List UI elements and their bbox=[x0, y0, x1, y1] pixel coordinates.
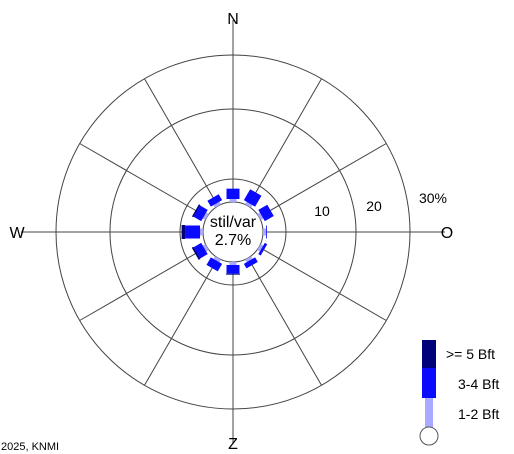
legend-swatch-5bft bbox=[422, 340, 436, 368]
sector-120 bbox=[257, 242, 268, 256]
bar-0-3-4-bft bbox=[226, 188, 240, 200]
bar-30-3-4-bft bbox=[243, 189, 262, 207]
sector-330 bbox=[207, 194, 223, 208]
bar-60-3-4-bft bbox=[258, 204, 274, 222]
ring-label-30: 30% bbox=[419, 190, 447, 206]
bar-120-1-2-bft bbox=[257, 243, 264, 252]
ring-label-10: 10 bbox=[314, 203, 330, 219]
bar-240--5-bft bbox=[191, 246, 201, 260]
bar-180-3-4-bft bbox=[226, 264, 240, 274]
direction-label-w: W bbox=[9, 225, 25, 242]
bar-0-1-2-bft bbox=[229, 199, 237, 202]
bar-180-1-2-bft bbox=[229, 262, 237, 265]
calm-value: 2.7% bbox=[215, 232, 251, 249]
bar-270--5-bft bbox=[181, 225, 186, 239]
bar-270-1-2-bft bbox=[200, 228, 203, 236]
bar-30-1-2-bft bbox=[244, 201, 253, 208]
bar-240-3-4-bft bbox=[193, 242, 208, 259]
sector-150 bbox=[243, 256, 258, 269]
bar-330-1-2-bft bbox=[213, 201, 222, 208]
bar-270-3-4-bft bbox=[185, 225, 201, 239]
credit-label: 2025, KNMI bbox=[1, 441, 59, 453]
direction-label-o: O bbox=[441, 225, 453, 242]
calm-label: stil/var bbox=[210, 214, 257, 231]
bar-300-3-4-bft bbox=[193, 205, 208, 222]
legend-swatch-3-4bft bbox=[422, 368, 436, 398]
ring-label-20: 20 bbox=[366, 198, 382, 214]
bar-120-3-4-bft bbox=[258, 242, 268, 256]
legend: >= 5 Bft 3-4 Bft 1-2 Bft bbox=[419, 340, 499, 446]
legend-label-1-2bft: 1-2 Bft bbox=[458, 406, 499, 422]
sector-300 bbox=[191, 204, 209, 222]
legend-calm-circle bbox=[419, 426, 439, 446]
direction-label-n: N bbox=[227, 11, 239, 28]
bar-150-1-2-bft bbox=[244, 256, 253, 263]
bar-150-3-4-bft bbox=[243, 257, 258, 269]
legend-label-3-4bft: 3-4 Bft bbox=[458, 376, 499, 392]
bar-240-1-2-bft bbox=[202, 243, 209, 252]
bar-300--5-bft bbox=[191, 204, 201, 218]
bar-90-1-2-bft bbox=[263, 228, 267, 236]
bar-90-3-4-bft bbox=[266, 225, 267, 239]
bar-300-1-2-bft bbox=[202, 212, 209, 221]
sector-180 bbox=[226, 262, 240, 275]
bar-180--5-bft bbox=[226, 273, 240, 275]
sector-240 bbox=[191, 242, 209, 260]
bar-330-3-4-bft bbox=[207, 194, 223, 207]
calm-center bbox=[204, 203, 262, 261]
sector-270 bbox=[181, 225, 203, 239]
sector-210 bbox=[206, 256, 223, 272]
legend-label-5bft: >= 5 Bft bbox=[446, 346, 495, 362]
bar-210-3-4-bft bbox=[206, 257, 223, 272]
sector-0 bbox=[226, 188, 240, 202]
bar-210-1-2-bft bbox=[213, 256, 222, 263]
wind-bars bbox=[181, 188, 274, 275]
sector-60 bbox=[257, 204, 274, 222]
direction-label-z: Z bbox=[228, 436, 238, 453]
bar-60-1-2-bft bbox=[257, 212, 264, 221]
legend-swatch-1-2bft bbox=[425, 398, 433, 428]
sector-30 bbox=[243, 189, 262, 208]
sector-90 bbox=[263, 225, 267, 239]
